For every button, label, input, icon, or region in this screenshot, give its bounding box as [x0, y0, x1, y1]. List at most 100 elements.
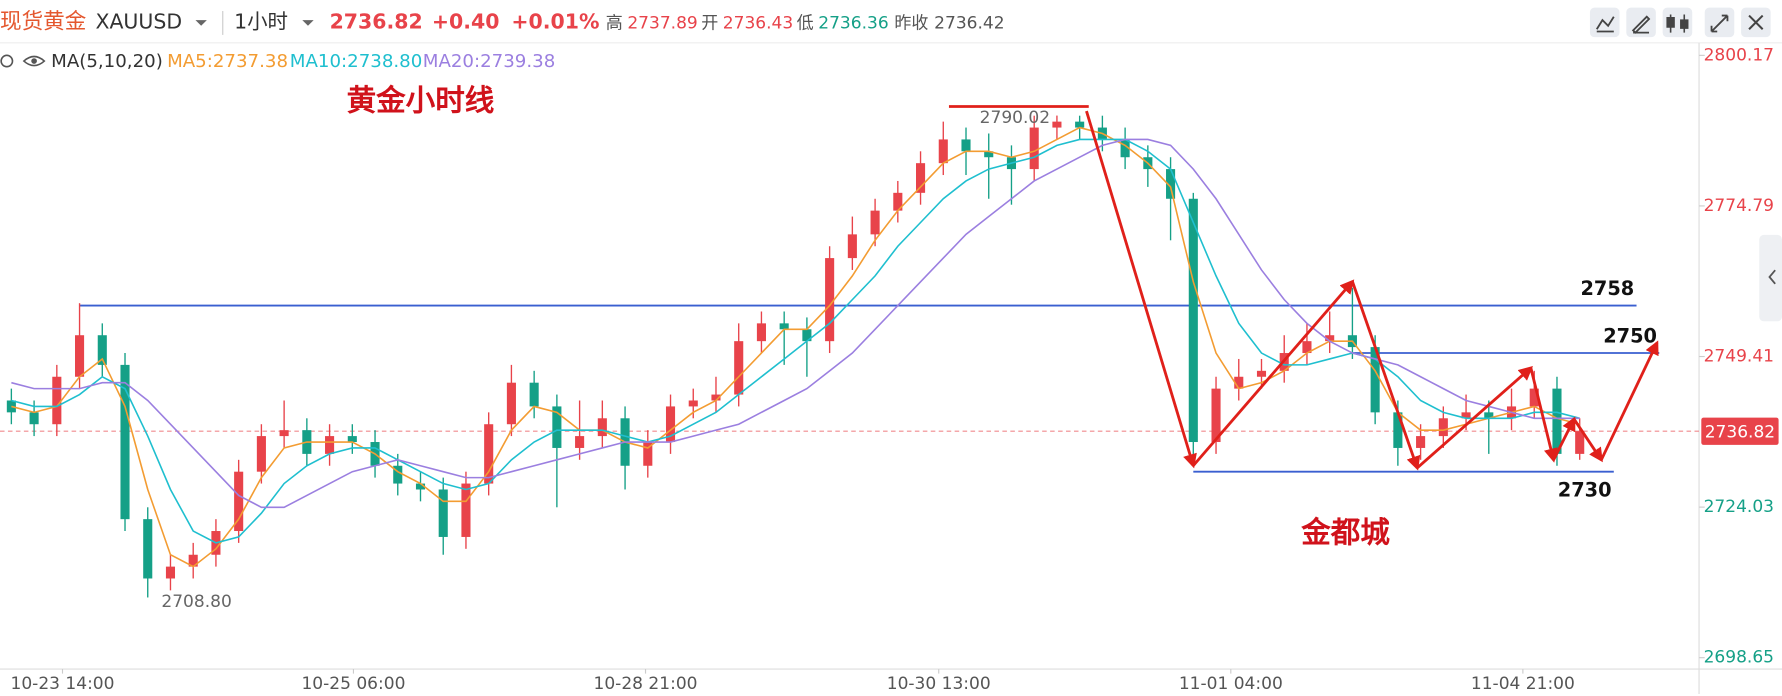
candle-body — [506, 382, 516, 425]
candle-body — [1438, 418, 1448, 437]
candle-body — [1325, 335, 1335, 342]
candle-body — [234, 471, 244, 532]
candle-body — [1188, 198, 1198, 443]
change-pct: +0.01% — [511, 9, 599, 33]
candle-body — [52, 376, 62, 425]
settings-icon[interactable] — [0, 54, 14, 68]
level-label: 2730 — [1558, 479, 1612, 502]
arrow — [1085, 110, 1197, 469]
candle-body — [1575, 431, 1585, 454]
candle-body — [393, 465, 403, 484]
prev-close-label: 昨收 — [894, 14, 928, 34]
candle-body — [870, 210, 880, 235]
candle-body — [1461, 412, 1471, 419]
open-value: 2736.43 — [723, 14, 793, 34]
candle-body — [1052, 121, 1062, 128]
candle-body — [916, 163, 926, 193]
level-label: 2758 — [1580, 277, 1634, 300]
last-price-label: 2736.82 — [1705, 422, 1775, 442]
legend-entry: MA5:2737.38 — [167, 51, 288, 72]
candle-body — [1416, 436, 1426, 448]
candle-body — [847, 234, 857, 259]
ma-line — [11, 126, 1580, 568]
x-tick-label: 11-04 21:00 — [1471, 674, 1575, 694]
symbol-name[interactable]: 现货黄金 — [0, 9, 86, 34]
y-tick-label: 2800.17 — [1704, 45, 1774, 65]
x-tick-label: 10-30 13:00 — [887, 674, 991, 694]
candle-body — [597, 418, 607, 437]
candle-body — [1256, 370, 1267, 377]
price: 2736.82 — [330, 9, 423, 33]
tool-icon — [1748, 14, 1764, 30]
candle-body — [256, 436, 266, 472]
candle-body — [734, 341, 744, 395]
high-label: 高 — [606, 14, 623, 34]
candle-body — [438, 489, 448, 537]
y-tick-label: 2724.03 — [1704, 497, 1774, 517]
arrow — [1600, 340, 1659, 461]
candle-body — [825, 258, 835, 342]
candle-body — [143, 519, 153, 579]
candle-body — [1029, 127, 1039, 170]
candle-body — [1234, 376, 1244, 389]
low-label: 低 — [797, 14, 814, 34]
candle-body — [1166, 169, 1176, 199]
prev-close-value: 2736.42 — [934, 14, 1004, 34]
eye-icon[interactable] — [22, 55, 46, 67]
arrow — [1351, 281, 1421, 471]
candle-body — [938, 139, 948, 164]
dropdown-icon[interactable] — [302, 20, 314, 26]
tool-icon — [1631, 15, 1651, 34]
side-tab-icon — [1768, 269, 1776, 285]
y-tick-label: 2698.65 — [1704, 648, 1774, 668]
ma-line — [11, 138, 1580, 544]
open-label: 开 — [701, 14, 718, 34]
candle-body — [665, 406, 676, 443]
plot-area: 2698.65 2724.03 2749.41 2774.79 2800.17 10-23… — [0, 45, 1779, 694]
candle-body — [961, 139, 971, 152]
candle-body — [779, 323, 789, 330]
legend-entry: MA10:2738.80 — [290, 51, 423, 72]
candle-body — [529, 382, 539, 407]
candle-body — [165, 566, 176, 579]
tool-icon — [1666, 14, 1689, 33]
high-mark-label: 2790.02 — [980, 108, 1050, 128]
candle-body — [415, 483, 426, 490]
candle-body — [461, 483, 471, 537]
candle-body — [484, 424, 494, 484]
candle-body — [643, 442, 653, 466]
candle-body — [1393, 412, 1403, 448]
x-tick-label: 10-23 14:00 — [11, 674, 115, 694]
level-label: 2750 — [1603, 325, 1657, 348]
arrow — [1529, 367, 1558, 463]
candle-body — [75, 335, 85, 377]
legend-entry: MA20:2739.38 — [423, 51, 556, 72]
candle-body — [756, 323, 766, 342]
eye-pupil — [31, 58, 37, 64]
candle-body — [325, 436, 335, 454]
symbol[interactable]: XAUUSD — [95, 9, 182, 33]
tool-icon — [1595, 16, 1615, 33]
arrow — [1416, 366, 1533, 469]
toolbar — [1589, 7, 1771, 38]
drawn-arrows — [1085, 110, 1659, 471]
y-tick-label: 2774.79 — [1704, 196, 1774, 216]
indicator-name: MA(5,10,20) — [51, 51, 163, 72]
candle-body — [893, 192, 903, 211]
y-tick-label: 2749.41 — [1704, 347, 1774, 367]
candle-body — [1529, 388, 1539, 407]
change: +0.40 — [432, 9, 500, 33]
candle-body — [1484, 412, 1494, 419]
candle-body — [1552, 388, 1562, 454]
interval[interactable]: 1小时 — [234, 9, 288, 33]
candle-body — [279, 430, 289, 437]
x-tick-label: 10-28 21:00 — [594, 674, 698, 694]
ma-line — [11, 138, 1580, 509]
dropdown-icon[interactable] — [195, 20, 207, 26]
x-tick-label: 10-25 06:00 — [301, 674, 405, 694]
candle-body — [97, 335, 107, 365]
high-value: 2737.89 — [627, 14, 697, 34]
arrow — [1192, 279, 1355, 467]
